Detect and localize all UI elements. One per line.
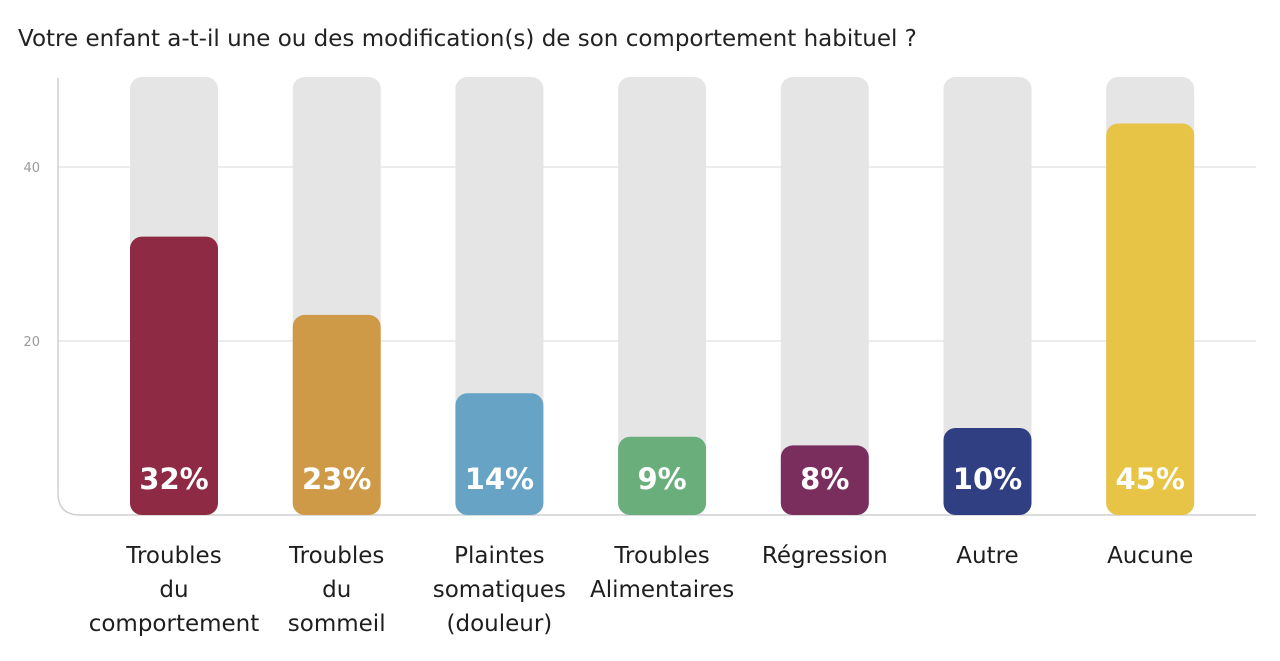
y-tick-label: 40 bbox=[23, 161, 40, 176]
category-label-line: (douleur) bbox=[447, 611, 553, 637]
bar-track bbox=[943, 77, 1032, 515]
category-label: Plaintes somatiques (douleur) bbox=[433, 543, 566, 637]
data-label: 14% bbox=[465, 462, 534, 496]
category-label-line: Troubles bbox=[125, 543, 221, 569]
bar-track bbox=[780, 77, 869, 515]
category-label: Troubles Alimentaires bbox=[590, 543, 734, 603]
data-label: 32% bbox=[139, 462, 208, 496]
data-label: 45% bbox=[1115, 462, 1184, 496]
category-label-line: Troubles bbox=[288, 543, 384, 569]
bar bbox=[618, 436, 707, 515]
bar-group: 23% Troubles du sommeil bbox=[288, 77, 386, 637]
bar-group: 8% Régression bbox=[762, 77, 888, 569]
bar-group: 9% Troubles Alimentaires bbox=[590, 77, 734, 603]
category-label: Autre bbox=[956, 543, 1018, 569]
bar-track bbox=[618, 77, 707, 515]
category-label-line: Autre bbox=[956, 543, 1018, 569]
data-label: 9% bbox=[637, 462, 686, 496]
data-label: 8% bbox=[800, 462, 849, 496]
category-label: Troubles du sommeil bbox=[288, 543, 386, 637]
bar bbox=[780, 445, 869, 515]
bar bbox=[1106, 123, 1195, 515]
axis-line bbox=[57, 78, 1256, 516]
bar-group: 32% Troubles du comportement bbox=[89, 77, 260, 637]
chart-title: Votre enfant a-t-il une ou des modificat… bbox=[18, 26, 917, 52]
bar-group: 14% Plaintes somatiques (douleur) bbox=[433, 77, 566, 637]
bar-group: 45% Aucune bbox=[1106, 77, 1195, 569]
category-label-line: du bbox=[322, 577, 351, 603]
category-label-line: Plaintes bbox=[454, 543, 544, 569]
bars: 32% Troubles du comportement 23% Troubles du so… bbox=[89, 77, 1195, 637]
category-label: Aucune bbox=[1107, 543, 1193, 569]
y-tick-label: 20 bbox=[23, 335, 40, 350]
category-label-line: Troubles bbox=[613, 543, 709, 569]
data-label: 23% bbox=[302, 462, 371, 496]
category-label: Troubles du comportement bbox=[89, 543, 260, 637]
bar bbox=[455, 393, 544, 515]
category-label-line: somatiques bbox=[433, 577, 566, 603]
category-label-line: sommeil bbox=[288, 611, 386, 637]
bar bbox=[130, 236, 218, 515]
category-label: Régression bbox=[762, 543, 888, 569]
category-label-line: Régression bbox=[762, 543, 888, 569]
data-label: 10% bbox=[953, 462, 1022, 496]
category-label-line: comportement bbox=[89, 611, 260, 637]
category-label-line: Aucune bbox=[1107, 543, 1193, 569]
category-label-line: Alimentaires bbox=[590, 577, 734, 603]
bar bbox=[943, 428, 1032, 515]
category-label-line: du bbox=[159, 577, 188, 603]
bar-group: 10% Autre bbox=[943, 77, 1032, 569]
bar bbox=[292, 314, 381, 515]
